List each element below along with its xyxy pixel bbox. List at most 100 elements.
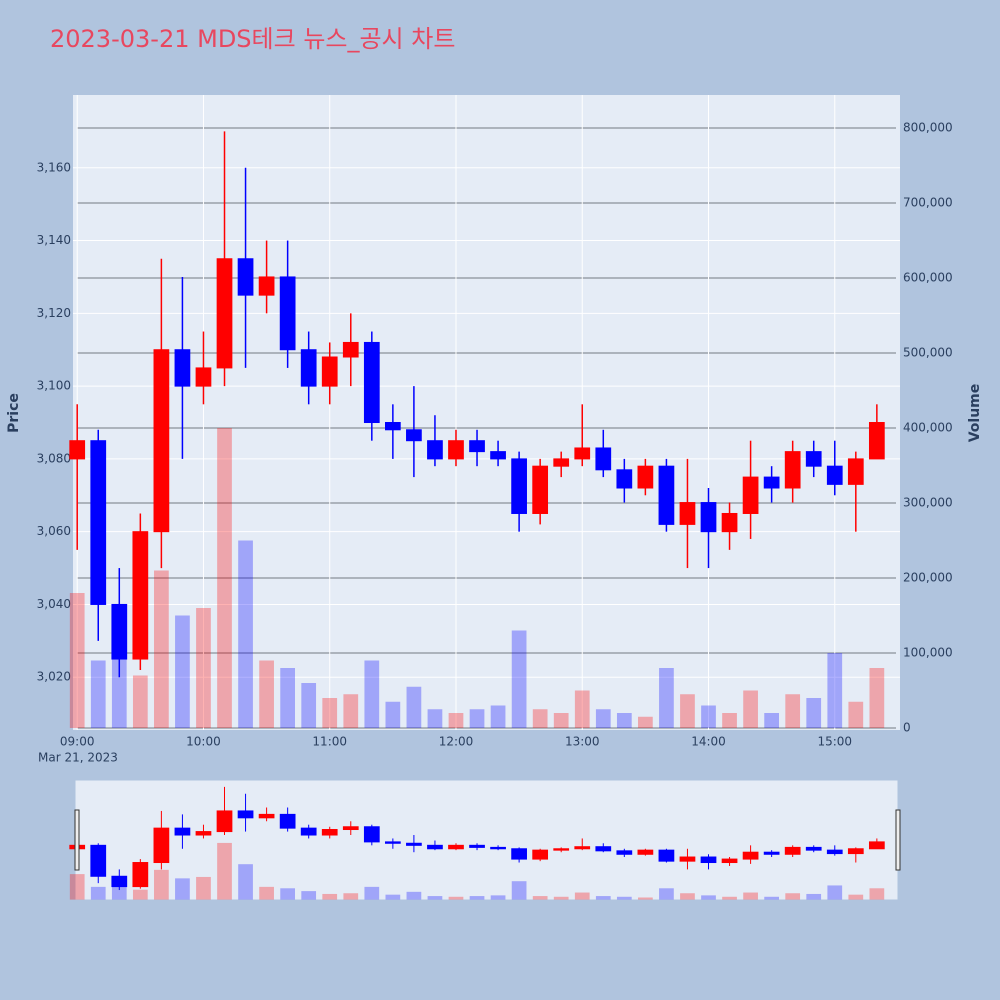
slider-handle [74, 809, 80, 871]
candle-body [90, 440, 107, 605]
volume-bar [701, 895, 716, 900]
candle-body [826, 465, 843, 485]
volume-bar [343, 694, 359, 728]
volume-bar [238, 864, 253, 900]
x-tick-label: 13:00 [565, 735, 600, 749]
x-date-label: Mar 21, 2023 [38, 751, 118, 765]
volume-bar [280, 667, 296, 728]
candle-body [69, 440, 86, 460]
candle-body [321, 829, 338, 836]
volume-bar [659, 888, 674, 900]
volume-bar [785, 893, 801, 900]
volume-bar [69, 874, 85, 900]
candle-body [216, 258, 233, 369]
volume-bar [680, 694, 695, 728]
volume-bar [869, 667, 885, 728]
y-tick-label: 3,160 [37, 160, 71, 174]
candle-body [153, 349, 170, 533]
candle-body [868, 422, 885, 460]
candle-body [111, 603, 128, 660]
candle-body [700, 502, 717, 533]
volume-bar [154, 570, 169, 728]
volume-bar [680, 893, 695, 900]
volume-bar [638, 897, 653, 900]
volume-bar [448, 896, 464, 900]
volume-bar [574, 892, 590, 900]
candle-body [574, 447, 591, 460]
candle-body [363, 826, 380, 843]
y2-tick-label: 0 [903, 720, 911, 734]
volume-bar [385, 701, 401, 728]
volume-bar [132, 675, 148, 728]
volume-bar [217, 842, 232, 900]
candle-body [384, 841, 401, 844]
y-tick-label: 3,020 [37, 670, 71, 684]
volume-bar [722, 896, 737, 900]
candle-body [742, 851, 759, 860]
volume-bar [385, 894, 401, 900]
candle-body [490, 451, 506, 460]
candle-body [469, 844, 485, 848]
volume-bar [427, 709, 443, 728]
y2-tick-label: 200,000 [903, 570, 953, 584]
volume-bar [469, 896, 485, 900]
volume-bar [217, 427, 232, 728]
candle-body [679, 856, 696, 862]
volume-bar [259, 886, 274, 900]
candle-body [742, 476, 759, 514]
candle-body [826, 849, 843, 855]
y-tick-label: 3,120 [37, 306, 71, 320]
y-axis-title: Price [6, 393, 22, 433]
x-tick-label: 10:00 [186, 735, 221, 749]
volume-bar [280, 888, 296, 900]
volume-bar [827, 885, 843, 900]
candle-body [616, 469, 633, 489]
candle-body [132, 862, 149, 888]
chart-title: 2023-03-21 MDS테크 뉴스_공시 차트 [50, 25, 455, 53]
candle-body [805, 451, 822, 467]
candle-body [658, 849, 675, 862]
volume-bar [90, 886, 106, 900]
candle-body [511, 458, 527, 514]
volume-bar [532, 709, 548, 728]
volume-bar [196, 607, 211, 728]
candle-body [237, 258, 254, 296]
volume-bar [806, 893, 822, 900]
candle-body [132, 531, 149, 660]
volume-bar [511, 630, 527, 728]
candle-body [300, 827, 317, 836]
candle-body [469, 440, 485, 453]
candle-body [195, 831, 212, 836]
candle-body [111, 875, 128, 888]
candle-body [195, 367, 212, 387]
volume-bar [322, 893, 338, 900]
candle-body [805, 846, 822, 851]
candle-body [595, 447, 612, 471]
candle-body [153, 827, 170, 864]
candle-body [721, 512, 738, 533]
candle-body [448, 844, 464, 850]
volume-bar [406, 891, 422, 900]
candle-body [363, 341, 380, 424]
candle-body [342, 826, 359, 831]
volume-bar [132, 889, 148, 900]
volume-bar [553, 712, 569, 728]
candle-body [342, 341, 359, 358]
candle-body [406, 842, 422, 846]
volume-bar [238, 540, 253, 728]
x-tick-label: 09:00 [60, 735, 95, 749]
volume-bar [574, 690, 590, 728]
candle-body [763, 851, 780, 855]
volume-bar [848, 894, 864, 900]
y2-axis-title: Volume [967, 384, 983, 443]
candle-body [595, 846, 612, 852]
volume-bar [301, 682, 317, 728]
candle-body [637, 849, 654, 855]
x-tick-label: 14:00 [691, 735, 726, 749]
candle-body [427, 440, 443, 460]
y2-tick-label: 700,000 [903, 195, 953, 209]
candle-body [258, 813, 275, 819]
volume-bar [806, 697, 822, 728]
candle-body [679, 502, 696, 525]
